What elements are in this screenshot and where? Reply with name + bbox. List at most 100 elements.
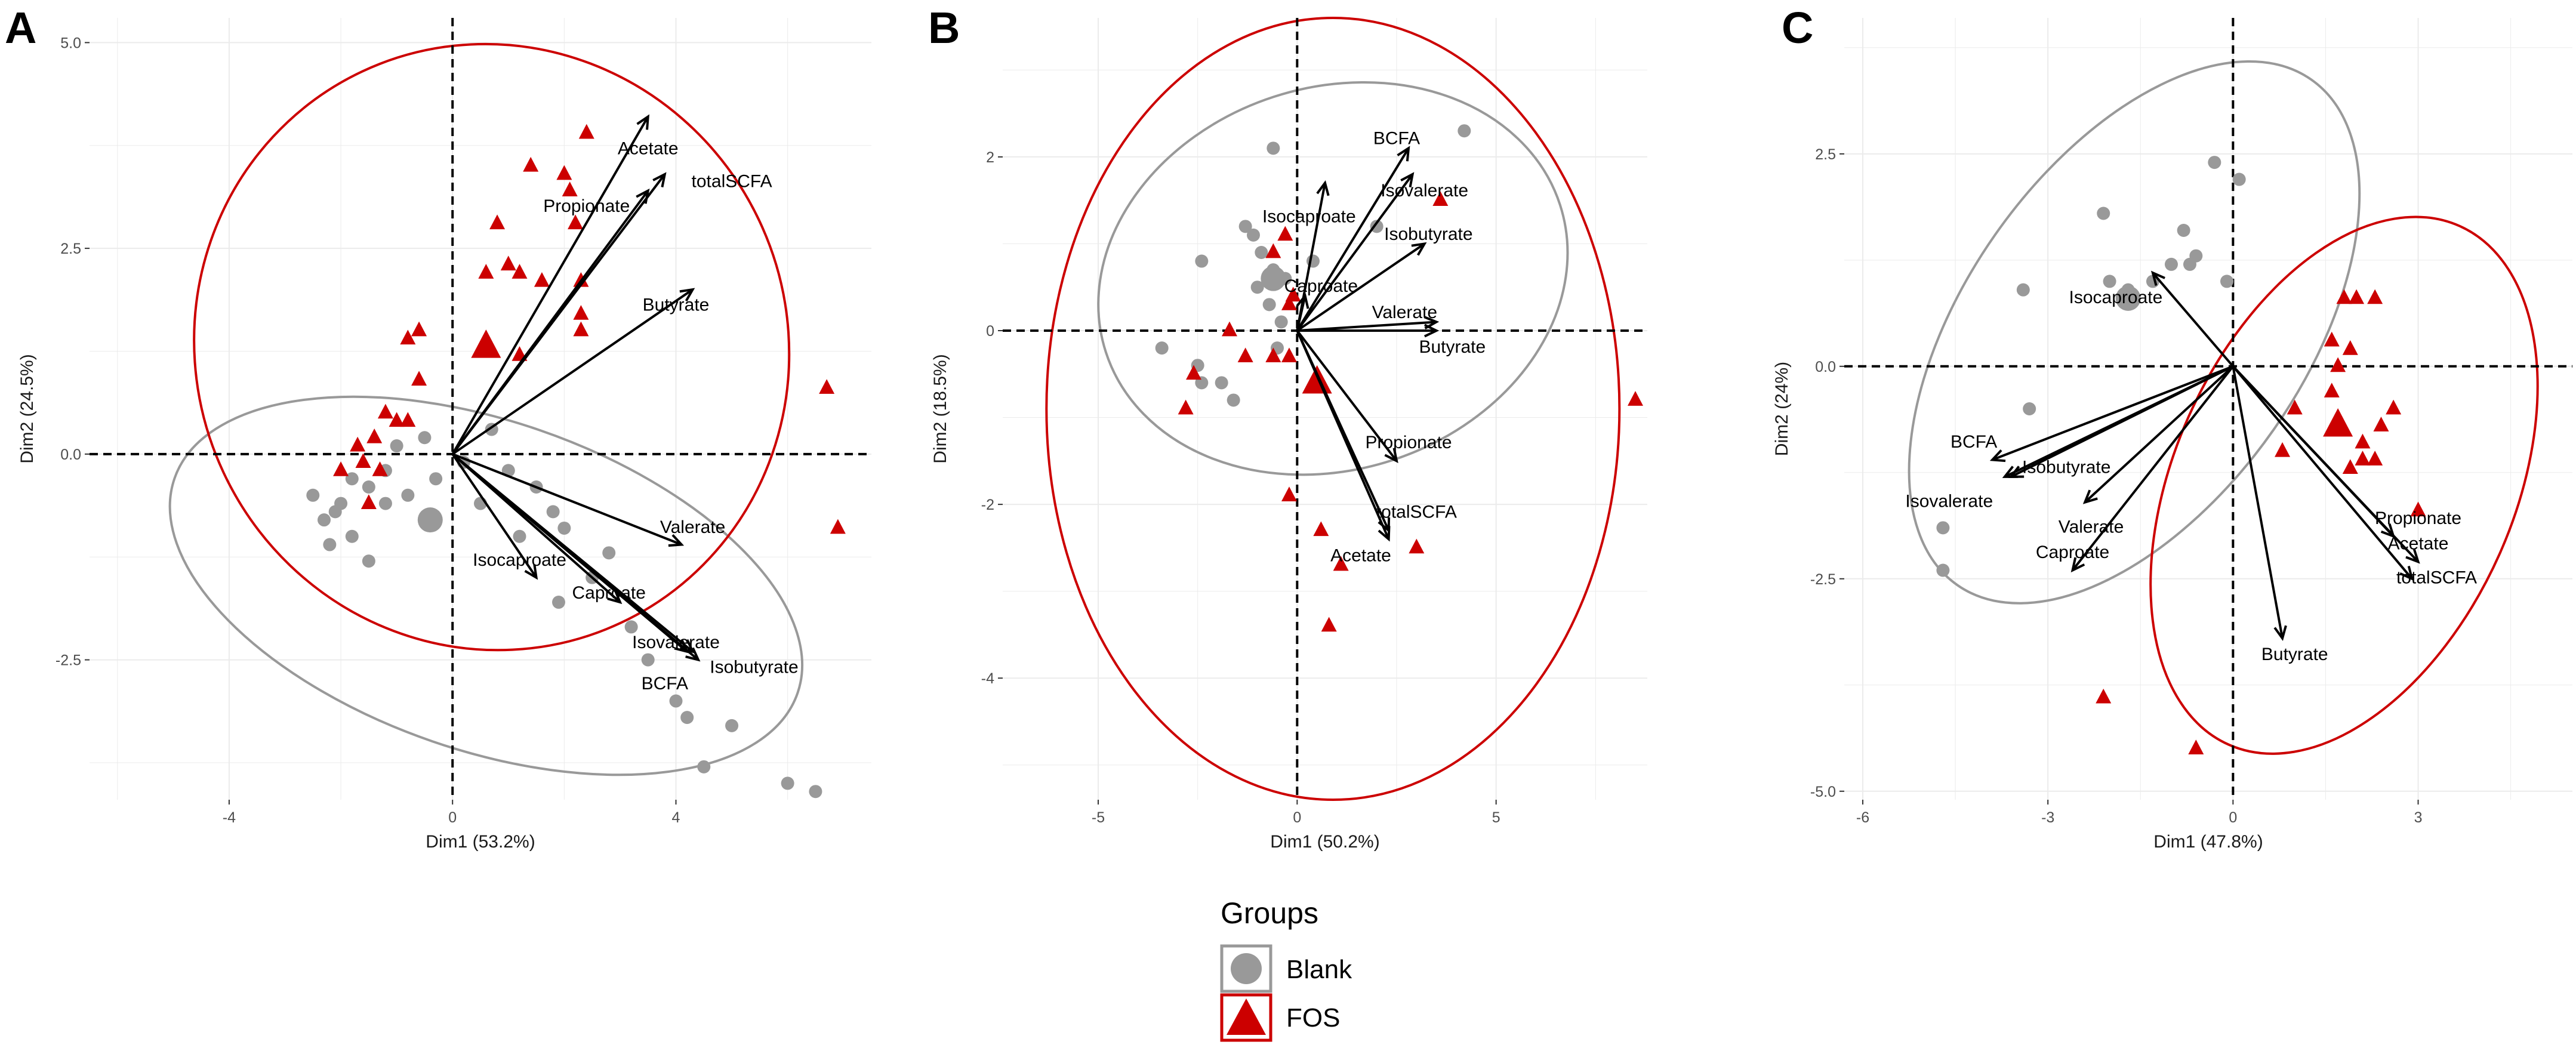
panel-c-blank-point xyxy=(2016,283,2030,297)
panel-b-blank-point xyxy=(1250,281,1264,294)
panel-a-blank-point xyxy=(345,529,359,543)
panel-b-fos-point xyxy=(1409,538,1425,554)
panel-a-blank-point xyxy=(429,472,443,486)
panel-c-y-axis-title: Dim2 (24%) xyxy=(1772,362,1792,456)
panel-a-fos-point xyxy=(389,412,405,427)
panel-b-vector-label-caproate: Caproate xyxy=(1284,276,1358,296)
panel-b-blank-point xyxy=(1227,393,1240,407)
panel-a-fos-point xyxy=(489,214,506,230)
panel-b-arrowhead-propionate xyxy=(1384,448,1398,463)
panel-b-blank-point xyxy=(1458,124,1471,138)
panel-c-x-tick-label: -6 xyxy=(1856,809,1869,826)
panel-a-blank-point xyxy=(362,554,375,568)
panel-a-x-tick-label: 4 xyxy=(672,809,680,826)
panel-b-vector-isovalerate xyxy=(1296,173,1414,332)
panel-b-vector-acetate xyxy=(1296,330,1390,540)
panel-b-blank-point xyxy=(1195,254,1209,268)
panel-b-ellipse-blank xyxy=(1097,81,1569,476)
panel-a-y-axis-title: Dim2 (24.5%) xyxy=(17,354,37,463)
panel-b-vector-label-isobutyrate: Isobutyrate xyxy=(1384,224,1472,244)
panel-a-vector-label-butyrate: Butyrate xyxy=(643,295,710,315)
panel-b-arrowhead-isocaproate xyxy=(1316,180,1330,196)
panel-b-fos-point xyxy=(1265,243,1281,258)
panel-a-fos-point xyxy=(400,329,416,345)
panel-a-blank-point xyxy=(624,620,638,634)
panel-c-fos-point xyxy=(2355,433,2371,449)
panel-b-vector-label-butyrate: Butyrate xyxy=(1419,337,1486,357)
panel-b-vector-valerate xyxy=(1297,320,1437,332)
panel-a-fos-point xyxy=(573,321,589,337)
legend-label-fos: FOS xyxy=(1286,1003,1340,1032)
panel-a-blank-point xyxy=(345,472,359,486)
panel-a-fos-point xyxy=(830,519,846,534)
panel-c-fos-point xyxy=(2096,688,2112,704)
panel-a-fos-point xyxy=(400,412,416,427)
panel-b-vector-isobutyrate xyxy=(1296,242,1425,332)
panel-a-x-tick-label: -4 xyxy=(223,809,236,826)
panel-a-blank-point xyxy=(641,653,655,667)
panel-b-fos-point xyxy=(1178,399,1194,415)
panel-c-fos-point xyxy=(2287,399,2303,415)
panel-a-blank-point xyxy=(362,480,375,494)
panel-c-fos-point xyxy=(2324,331,2340,347)
panel-a-vector-label-propionate: Propionate xyxy=(543,196,630,216)
panel-a-arrowhead-propionate xyxy=(636,188,650,204)
panel-c-vector-label-caproate: Caproate xyxy=(2036,543,2109,562)
panel-a-fos-point xyxy=(568,214,584,230)
panel-b-fos-point xyxy=(1628,391,1643,406)
panel-a-x-tick-label: 0 xyxy=(448,809,457,826)
panel-b-x-axis-title: Dim1 (50.2%) xyxy=(1270,832,1379,852)
panel-c-vector-label-bcfa: BCFA xyxy=(1951,432,1997,452)
legend-blank-circle-icon xyxy=(1231,953,1262,984)
panel-a-arrowhead-butyrate xyxy=(679,288,695,302)
panel-b-fos-point xyxy=(1333,556,1349,571)
panel-c-fos-centroid xyxy=(2323,408,2353,437)
panel-c-vector-label-isovalerate: Isovalerate xyxy=(1905,492,1993,511)
panel-a-ellipse-blank xyxy=(168,395,804,776)
panel-b-vector-label-isovalerate: Isovalerate xyxy=(1381,181,1468,201)
panel-b-arrowhead-caproate xyxy=(1296,293,1309,309)
panel-a-blank-point xyxy=(680,711,694,725)
panel-a-blank-point xyxy=(725,719,739,732)
panel-a-vector-butyrate xyxy=(452,288,694,455)
panel-a-y-tick-label: 0.0 xyxy=(60,446,81,463)
panel-b-x-tick-label: 5 xyxy=(1492,809,1500,826)
panel-a-y-tick-label: -2.5 xyxy=(56,652,81,669)
panel-a-vector-label-acetate: Acetate xyxy=(618,139,679,159)
panel-a-blank-point xyxy=(328,505,342,519)
panel-c-fos-point xyxy=(2336,289,2352,304)
panel-a-fos-point xyxy=(573,305,589,320)
panel-c-arrowhead-butyrate xyxy=(2273,625,2287,641)
panel-c-vector-label-butyrate: Butyrate xyxy=(2261,645,2328,664)
panel-c-fos-point xyxy=(2275,442,2291,457)
panel-c-arrowhead-bcfa xyxy=(1989,449,2006,463)
panel-c-blank-point xyxy=(2097,206,2110,220)
panel-c-vector-acetate xyxy=(2232,365,2419,563)
panel-b-fos-point xyxy=(1432,191,1449,206)
panel-a-arrowhead-valerate xyxy=(668,534,685,547)
panel-c-x-tick-label: -3 xyxy=(2041,809,2054,826)
panel-b-blank-point xyxy=(1247,228,1260,242)
panel-a-fos-point xyxy=(355,453,371,469)
panel-c-vector-isocaproate xyxy=(2152,272,2234,368)
panel-b-fos-point xyxy=(1281,347,1297,363)
panel-c-fos-point xyxy=(2355,451,2371,466)
panel-c-vector-totalscfa xyxy=(2232,365,2413,580)
panel-a-fos-point xyxy=(333,461,349,476)
panel-b-blank-point xyxy=(1238,220,1252,233)
panel-a-blank-point xyxy=(390,439,403,453)
panel-b-fos-point xyxy=(1222,321,1237,337)
panel-c-fos-point xyxy=(2342,459,2358,474)
panel-c-arrowhead-valerate xyxy=(2082,489,2098,504)
panel-a-fos-point xyxy=(478,264,494,279)
panel-b-blank-point xyxy=(1267,141,1280,155)
panel-c-fos-point xyxy=(2324,383,2340,397)
panel-b-blank-point xyxy=(1262,298,1276,312)
panel-b-plot-area xyxy=(1003,18,1647,800)
panel-b-blank-centroid xyxy=(1261,266,1286,291)
panel-c-vector-butyrate xyxy=(2232,366,2284,639)
panel-a-blank-point xyxy=(401,488,415,502)
panel-c-y-tick-label: 2.5 xyxy=(1815,146,1836,163)
panel-a-letter: A xyxy=(5,3,36,53)
panel-c-vector-valerate xyxy=(2084,365,2234,504)
